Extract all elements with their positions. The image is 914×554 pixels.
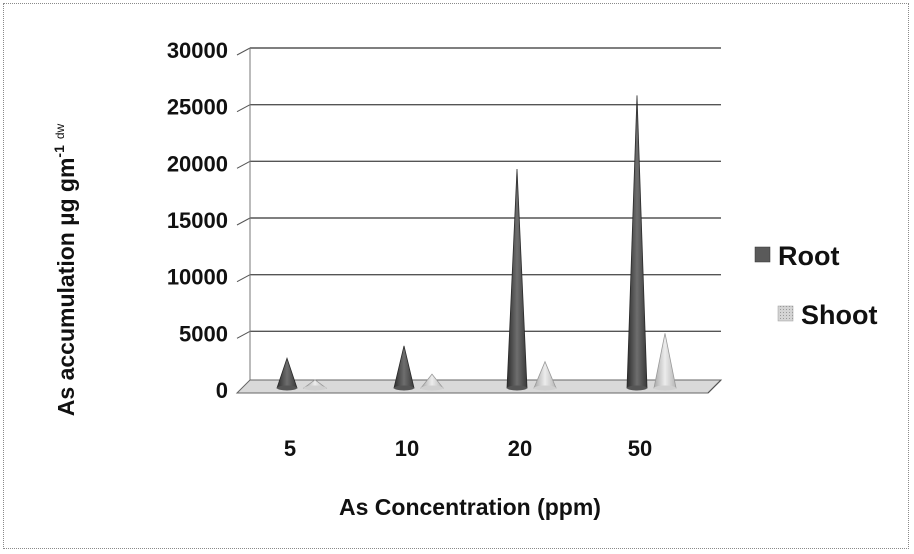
y-tick-label: 30000: [167, 38, 228, 63]
gridlines: [236, 47, 721, 384]
y-axis-title-sup2: dw: [53, 123, 67, 139]
x-axis-title: As Concentration (ppm): [339, 494, 601, 520]
legend-swatch-shoot: [777, 305, 794, 322]
bar-shoot: [653, 333, 677, 389]
bar-root: [506, 168, 528, 389]
x-tick-label: 5: [284, 436, 296, 461]
y-tick-label: 20000: [167, 151, 228, 176]
gridline-depth: [236, 47, 251, 56]
x-tick-label: 10: [395, 436, 419, 461]
floor-edge: [707, 379, 722, 394]
x-axis-ticks: 5 10 20 50: [284, 436, 652, 461]
y-axis-title: As accumulation µg gm-1 dw: [51, 123, 79, 416]
bar-base-shoot: [534, 385, 556, 391]
gridline-depth: [236, 160, 251, 169]
gridline-depth: [236, 274, 251, 283]
y-tick-label: 15000: [167, 208, 228, 233]
y-axis-title-main: As accumulation µg gm: [53, 158, 79, 417]
bar-root: [393, 345, 415, 389]
bar-base-shoot: [421, 385, 443, 391]
legend-label-root: Root: [778, 241, 839, 271]
gridline-depth: [236, 330, 251, 339]
x-tick-label: 50: [628, 436, 652, 461]
legend-label-shoot: Shoot: [801, 300, 877, 330]
x-tick-label: 20: [508, 436, 532, 461]
chart-frame: [3, 3, 909, 549]
bar-base-root: [394, 385, 414, 391]
bar-shoot: [533, 360, 557, 389]
bar-root: [276, 357, 298, 389]
bar-base-root: [627, 385, 647, 391]
legend-swatch-root: [754, 246, 771, 263]
gridline-depth: [236, 104, 251, 113]
bar-base-root: [277, 385, 297, 391]
bars: [276, 95, 677, 391]
gridline-depth: [236, 217, 251, 226]
bar-base-shoot: [304, 385, 326, 391]
y-tick-label: 5000: [179, 321, 228, 346]
y-axis-title-sup: -1: [51, 145, 67, 158]
y-axis-ticks: 0 5000 10000 15000 20000 25000 30000: [167, 38, 228, 403]
chart-floor: [235, 379, 723, 394]
bar-root: [626, 95, 648, 389]
y-tick-label: 10000: [167, 265, 228, 290]
y-tick-label: 0: [216, 378, 228, 403]
bar-base-shoot: [654, 385, 676, 391]
bar-base-root: [507, 385, 527, 391]
legend: Root Shoot: [754, 241, 877, 330]
y-tick-label: 25000: [167, 95, 228, 120]
